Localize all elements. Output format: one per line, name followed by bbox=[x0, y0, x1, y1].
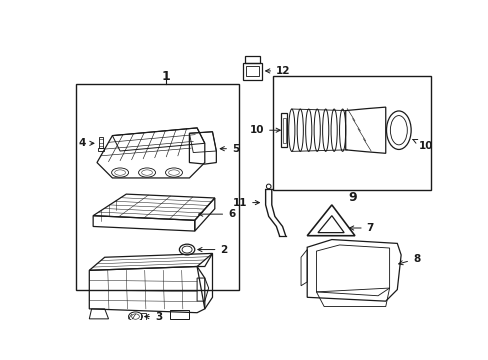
Text: 4: 4 bbox=[78, 138, 94, 148]
Text: 12: 12 bbox=[265, 66, 290, 76]
Bar bbox=[243, 63, 261, 80]
Text: 3: 3 bbox=[144, 311, 162, 321]
Bar bbox=[141, 314, 145, 320]
Bar bbox=[281, 113, 286, 147]
Bar bbox=[244, 55, 260, 63]
Text: 7: 7 bbox=[349, 223, 373, 233]
Text: 1: 1 bbox=[161, 70, 170, 83]
Text: 8: 8 bbox=[398, 254, 419, 265]
Bar bbox=[246, 66, 258, 76]
Text: 2: 2 bbox=[198, 244, 227, 255]
Bar bbox=[99, 137, 103, 148]
Text: 11: 11 bbox=[232, 198, 259, 208]
Text: 6: 6 bbox=[198, 209, 235, 219]
Bar bbox=[273, 76, 430, 189]
Bar bbox=[282, 118, 285, 143]
Bar bbox=[98, 148, 104, 151]
Text: 9: 9 bbox=[347, 191, 356, 204]
Text: 10: 10 bbox=[412, 139, 432, 150]
Text: 10: 10 bbox=[249, 125, 280, 135]
Bar bbox=[76, 84, 238, 289]
Text: 5: 5 bbox=[220, 144, 239, 154]
